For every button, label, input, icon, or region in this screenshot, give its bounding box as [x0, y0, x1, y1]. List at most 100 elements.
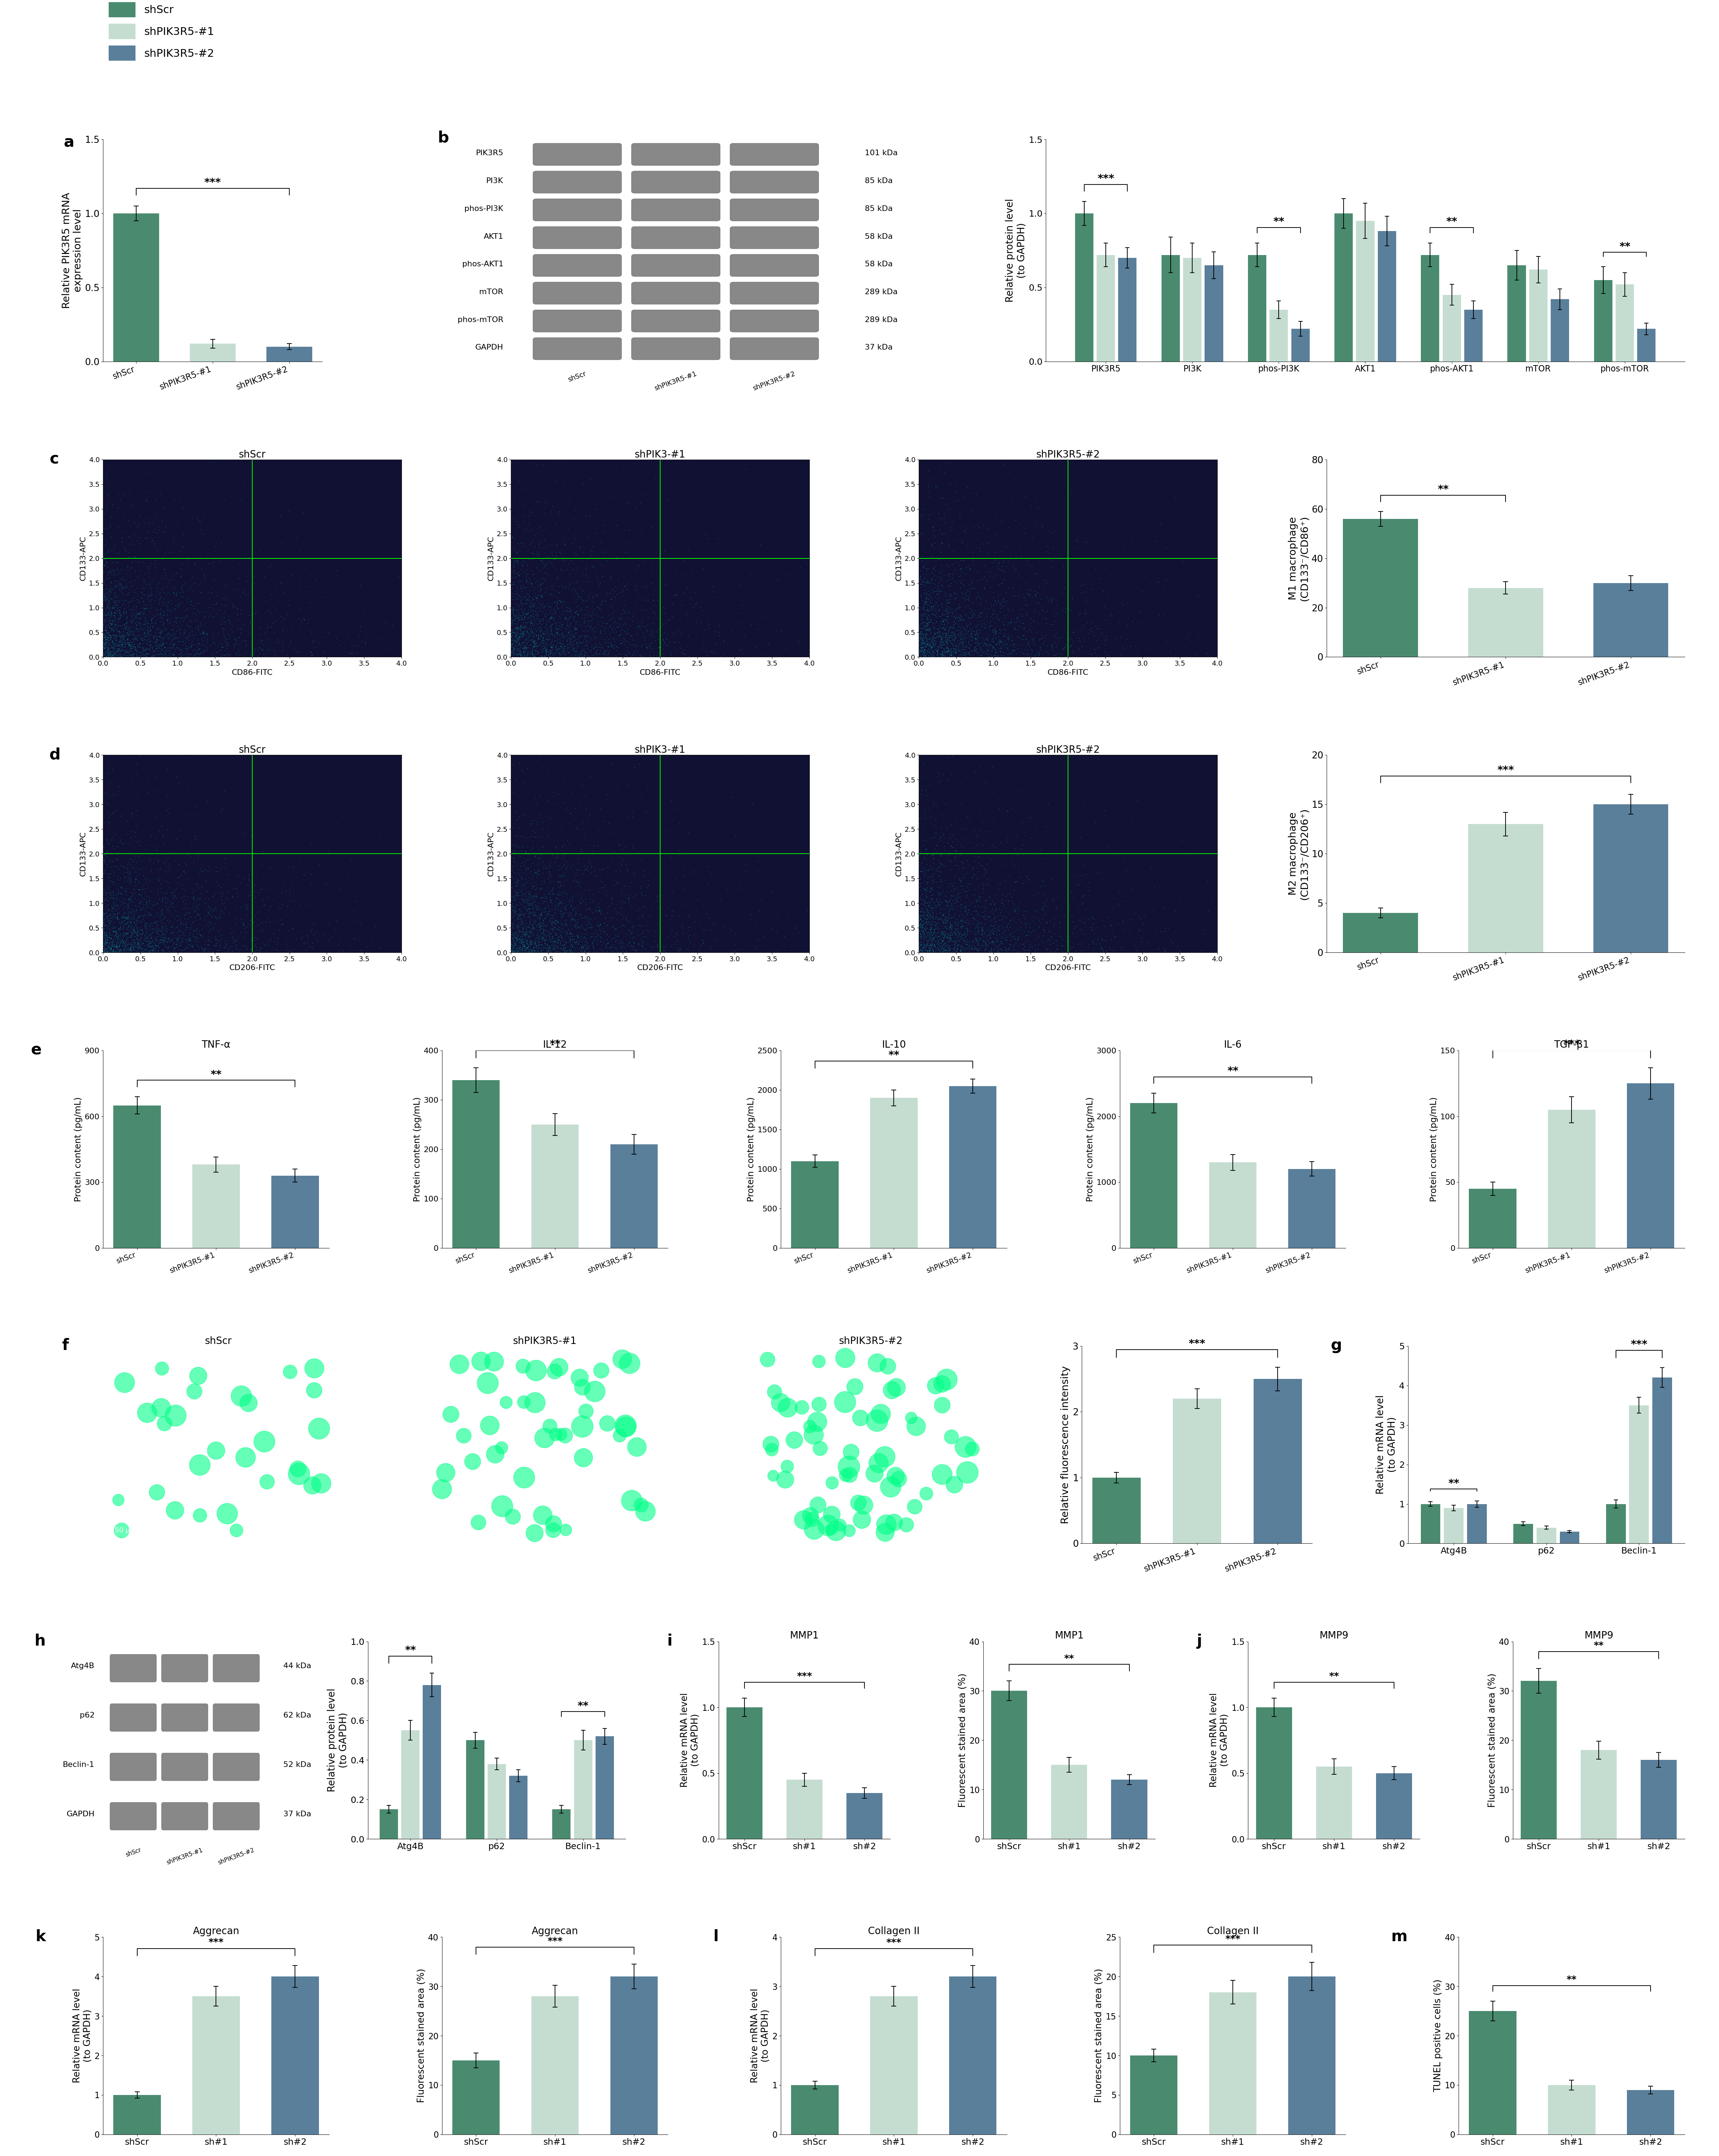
Point: [543, 580, 571, 614]
Point: [162, 578, 189, 612]
Point: [98, 931, 125, 966]
Point: [920, 589, 947, 623]
Point: [529, 934, 557, 968]
Point: [552, 914, 579, 949]
Point: [514, 582, 541, 617]
Point: [541, 910, 569, 944]
Point: [928, 617, 956, 651]
Point: [100, 591, 127, 625]
Point: [1031, 869, 1059, 903]
Point: [146, 584, 174, 619]
Y-axis label: Relative mRNA level
(to GAPDH): Relative mRNA level (to GAPDH): [751, 1988, 770, 2083]
Point: [1038, 543, 1066, 578]
Point: [560, 923, 588, 957]
Point: [966, 535, 994, 569]
Point: [540, 591, 567, 625]
Point: [203, 901, 230, 936]
Point: [254, 623, 282, 658]
Point: [303, 563, 330, 597]
Point: [911, 910, 939, 944]
Point: [942, 580, 970, 614]
Point: [98, 910, 125, 944]
Point: [179, 871, 206, 906]
Point: [125, 856, 153, 890]
Point: [514, 895, 541, 929]
Point: [933, 567, 961, 602]
Point: [524, 530, 552, 565]
Point: [1033, 931, 1061, 966]
Point: [1018, 602, 1045, 636]
Point: [519, 614, 547, 649]
Point: [1178, 595, 1205, 630]
Point: [122, 608, 150, 642]
Point: [120, 923, 148, 957]
Point: [939, 627, 966, 662]
Point: [966, 921, 994, 955]
Point: [928, 621, 956, 655]
Point: [124, 914, 151, 949]
Point: [113, 901, 141, 936]
Point: [110, 916, 138, 951]
Point: [531, 893, 559, 927]
Point: [629, 925, 657, 959]
Point: [572, 931, 600, 966]
Point: [499, 884, 526, 918]
Point: [976, 921, 1004, 955]
Point: [500, 916, 528, 951]
Point: [942, 630, 970, 664]
Point: [930, 496, 957, 530]
Point: [129, 571, 156, 606]
Point: [552, 563, 579, 597]
Point: [536, 802, 564, 837]
Point: [913, 916, 940, 951]
Point: [144, 929, 172, 964]
Point: [796, 599, 823, 634]
Point: [908, 910, 935, 944]
Point: [98, 893, 125, 927]
Point: [144, 632, 172, 666]
Point: [120, 580, 148, 614]
Point: [177, 929, 205, 964]
Point: [923, 916, 951, 951]
Point: [528, 895, 555, 929]
Point: [241, 817, 268, 852]
Point: [600, 834, 627, 869]
Point: [120, 632, 148, 666]
Point: [547, 908, 574, 942]
Point: [146, 509, 174, 543]
Point: [548, 914, 576, 949]
Point: [141, 921, 168, 955]
Point: [567, 931, 595, 966]
Point: [916, 927, 944, 962]
Point: [208, 793, 236, 828]
Point: [982, 617, 1009, 651]
Point: [119, 916, 146, 951]
Point: [940, 925, 968, 959]
Point: [598, 882, 626, 916]
Point: [352, 604, 380, 638]
Y-axis label: M2 macrophage
(CD133⁻/CD206⁺): M2 macrophage (CD133⁻/CD206⁺): [1288, 808, 1310, 899]
Point: [908, 914, 935, 949]
Point: [1021, 638, 1049, 673]
Point: [975, 554, 1002, 589]
Point: [1038, 634, 1066, 668]
Point: [531, 614, 559, 649]
Point: [927, 908, 954, 942]
Point: [567, 636, 595, 671]
Point: [124, 918, 151, 953]
Point: [146, 621, 174, 655]
Point: [153, 882, 180, 916]
Point: [566, 910, 593, 944]
Point: [636, 638, 664, 673]
Point: [940, 617, 968, 651]
Point: [1000, 627, 1028, 662]
Point: [540, 923, 567, 957]
Point: [918, 638, 945, 673]
Point: [906, 800, 933, 834]
Point: [1002, 636, 1030, 671]
Point: [509, 936, 536, 970]
Point: [1370, 1210, 1398, 1244]
Point: [105, 774, 132, 808]
Point: [994, 824, 1021, 858]
Point: [499, 934, 526, 968]
